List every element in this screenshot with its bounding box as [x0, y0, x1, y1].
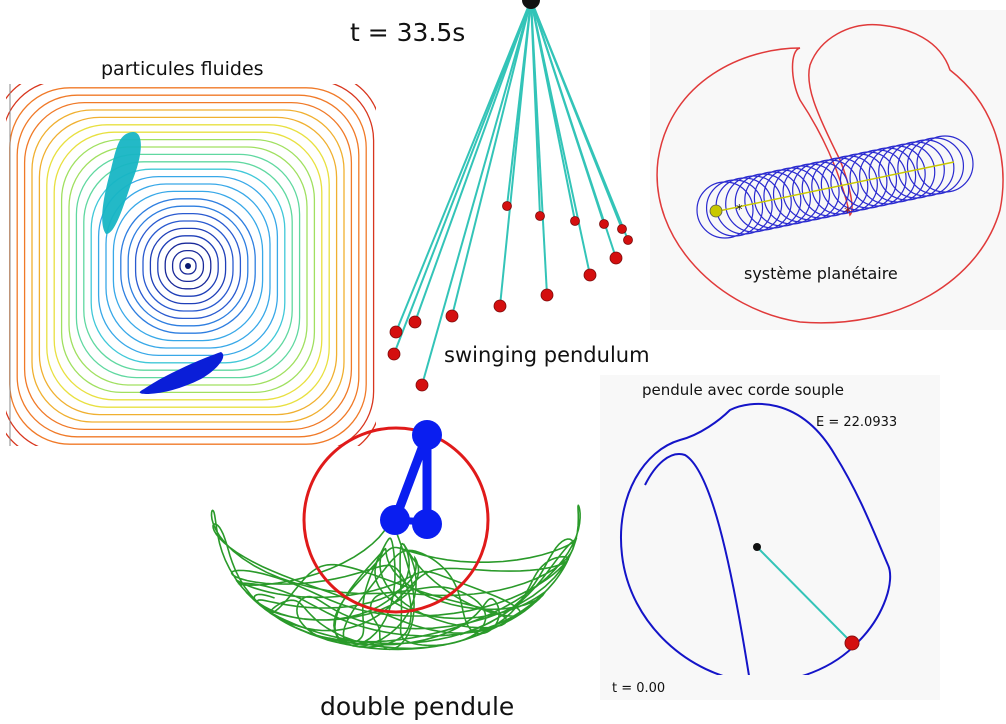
fluid-streamplot [6, 84, 376, 446]
pendulum-time-label: t = 33.5s [350, 18, 466, 47]
fluid-streamline [149, 227, 227, 305]
rope-trajectory [620, 402, 892, 675]
pendulum-bob [445, 309, 459, 323]
fluid-streamline [171, 249, 205, 283]
pendulum-bob [493, 299, 507, 313]
rope-rod [756, 546, 853, 644]
pendulum-bob [415, 378, 429, 392]
dp-reference-circle [302, 426, 490, 614]
fluid-streamline [53, 131, 323, 401]
rope-pendulum-time: t = 0.00 [612, 681, 666, 696]
planet-axis [713, 161, 955, 213]
pendulum-bob [540, 288, 554, 302]
pendulum-bob [387, 347, 401, 361]
dp-bob-top [412, 420, 442, 450]
pendulum-string [451, 0, 532, 317]
pendulum-bob [609, 251, 623, 265]
dp-bob-right [412, 509, 442, 539]
planet-sun [709, 204, 723, 218]
fluid-streamline [120, 198, 256, 334]
double-pendulum-panel [205, 410, 600, 700]
pendulum-wave-drawing [387, 0, 633, 392]
fluid-title: particules fluides [101, 58, 264, 80]
fluid-streamline [164, 242, 212, 290]
pendulum-bob [617, 224, 627, 234]
double-pendulum-title: double pendule [320, 692, 515, 721]
pendulum-string [530, 0, 629, 241]
fluid-streamline [46, 124, 330, 408]
rope-pendulum-panel: pendule avec corde souple E = 22.0933 t … [600, 375, 940, 700]
pendulum-wave-panel [378, 0, 668, 400]
fluid-streamline [38, 116, 338, 416]
fluid-particle-blue [139, 352, 224, 394]
fluid-streamline [105, 183, 271, 349]
rope-bob [844, 635, 860, 651]
rope-pendulum-drawing [620, 402, 892, 675]
rope-inner-curve [644, 453, 750, 675]
dp-trajectory [210, 504, 581, 651]
pendulum-string [393, 0, 532, 355]
pendulum-string [530, 0, 576, 222]
fluid-streamline [97, 175, 279, 357]
planet-epicycle [916, 135, 974, 193]
dp-bob-left [380, 505, 410, 535]
fluid-streamline [112, 190, 264, 342]
pendulum-bob [389, 325, 403, 339]
pendulum-bob [408, 315, 422, 329]
planetary-title: système planétaire [744, 264, 898, 283]
fluid-streamline [60, 138, 316, 394]
pendulum-string [530, 0, 605, 225]
planetary-drawing: * * [656, 23, 1004, 324]
pendulum-string [506, 0, 532, 207]
rope-pendulum-energy: E = 22.0933 [816, 415, 898, 430]
fluid-streamline [16, 94, 360, 438]
pendulum-bob [599, 219, 609, 229]
pendulum-string [421, 0, 532, 386]
double-pendulum-drawing [210, 420, 581, 651]
fluid-streamline [68, 146, 308, 386]
fluid-streamline [23, 101, 353, 431]
fluid-streamline [6, 84, 375, 446]
pendulum-pivot [522, 0, 540, 9]
fluid-streamline [179, 257, 197, 275]
fluid-streamline [142, 220, 234, 312]
fluid-streamline [127, 205, 249, 327]
fluid-streamline [31, 109, 345, 423]
pendulum-string [414, 0, 532, 323]
planetary-panel: * * système planétaire [650, 10, 1006, 330]
fluid-streamline [157, 235, 219, 297]
fluid-streamline [90, 168, 286, 364]
pendulum-bob [623, 235, 633, 245]
fluid-streamline [134, 212, 242, 320]
planet-star-marker-b: * [844, 205, 851, 221]
pendulum-bob [502, 201, 512, 211]
pendulum-string [395, 0, 532, 333]
pendulum-bob [583, 268, 597, 282]
pendulum-string [530, 0, 541, 217]
fluid-particle-cyan [102, 132, 141, 234]
rope-pendulum-title: pendule avec corde souple [642, 381, 845, 399]
dp-rod-1a [390, 433, 432, 522]
fluid-particles-panel: particules fluides [6, 58, 376, 446]
pendulum-bob [535, 211, 545, 221]
pendulum-wave-title: swinging pendulum [444, 343, 650, 367]
planet-star-marker-a: * [736, 203, 743, 218]
pendulum-bob [570, 216, 580, 226]
rope-pivot [753, 543, 761, 551]
